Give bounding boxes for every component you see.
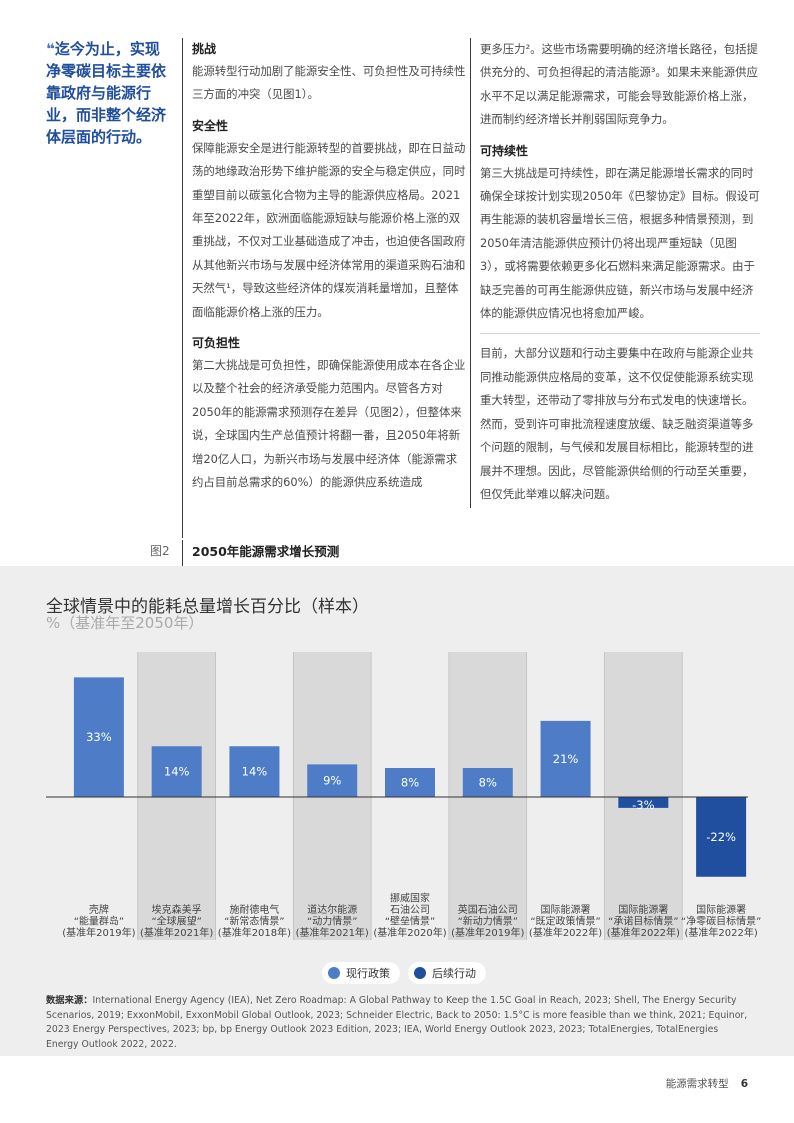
heading-security: 安全性 [192,118,229,133]
data-sources: 数据来源：International Energy Agency (IEA), … [46,994,748,1052]
figure-header: 图2 2050年能源需求增长预测 [0,540,794,566]
category-label: 国际能源署 [618,903,668,916]
bar-value-label: 9% [323,774,341,788]
paragraph-affordability: 第二大挑战是可负担性，即确保能源使用成本在各企业以及整个社会的经济承受能力范围内… [192,358,466,490]
page-footer: 能源需求转型 6 [666,1076,748,1091]
category-label: (基准年2019年) [451,926,524,939]
bar-value-label: 14% [164,765,190,779]
bar [540,720,591,797]
category-label: 挪威国家 [390,892,430,905]
category-label: 道达尔能源 [307,903,357,916]
legend-swatch-follow [414,967,426,979]
paragraph-continued: 更多压力²。这些市场需要明确的经济增长路径，包括提供充分的、可负担得起的清洁能源… [480,42,758,127]
legend-item-follow: 后续行动 [408,962,486,984]
legend-label-current: 现行政策 [346,967,390,980]
heading-sustainability: 可持续性 [480,143,529,158]
legend-item-current: 现行政策 [322,962,400,984]
chart-title: 全球情景中的能耗总量增长百分比（样本） [46,597,369,617]
bar-value-label: 21% [553,752,579,766]
category-label: 壳牌 [89,903,109,916]
legend-label-follow: 后续行动 [432,967,476,980]
category-label: (基准年2020年) [373,926,446,939]
chart-legend: 现行政策 后续行动 [322,962,486,984]
heading-challenge: 挑战 [192,42,217,56]
category-label: “能量群岛” [74,915,124,928]
divider [480,333,760,335]
category-label: 国际能源署 [541,903,591,916]
bar-value-label: -3% [632,798,654,812]
category-label: 施耐德电气 [229,903,279,916]
bar-value-label: -22% [706,830,736,844]
category-label: (基准年2022年) [607,926,680,939]
figure-label: 图2 [150,544,170,558]
text-column-left: 挑战 能源转型行动加剧了能源安全性、可负担性及可持续性三方面的冲突（见图1）。 … [182,38,468,538]
category-label: “承诺目标情景” [608,915,678,928]
bar [307,764,358,797]
paragraph-security: 保障能源安全是进行能源转型的首要挑战，即在日益动荡的地缘政治形势下维护能源的安全… [192,140,466,319]
pull-quote: ❝迄今为止，实现净零碳目标主要依靠政府与能源行业，而非整个经济体层面的行动。 [46,38,174,148]
text-column-right: 更多压力²。这些市场需要明确的经济增长路径，包括提供充分的、可负担得起的清洁能源… [470,38,760,508]
bar-chart: 33%14% 14%9% 8% 8%21%-3%-22%壳牌“能量群岛”(基准年201… [46,652,761,940]
bar [462,768,513,797]
category-label: “既定政策情景” [530,915,600,928]
bar-value-label: 33% [86,730,112,744]
paragraph-intro: 能源转型行动加剧了能源安全性、可负担性及可持续性三方面的冲突（见图1）。 [192,64,466,102]
pull-quote-text: 迄今为止，实现净零碳目标主要依靠政府与能源行业，而非整个经济体层面的行动。 [46,40,167,146]
category-label: “新动力情景” [458,915,518,928]
category-label: “新常态情景” [224,915,284,928]
heading-affordability: 可负担性 [192,336,241,351]
category-label: (基准年2022年) [529,926,602,939]
paragraph-sustainability: 第三大挑战是可持续性，即在满足能源增长需求的同时确保全球按计划实现2050年《巴… [480,165,760,321]
figure-title: 2050年能源需求增长预测 [192,544,340,559]
legend-swatch-current [328,967,340,979]
category-label: 埃克森美孚 [152,903,202,916]
sources-label: 数据来源： [46,995,93,1006]
category-label: (基准年2022年) [684,926,757,939]
bar [385,768,435,797]
paragraph-current-status: 目前，大部分议题和行动主要集中在政府与能源企业共同推动能源供应格局的变革，这不仅… [480,346,754,501]
bar [73,677,124,797]
quote-mark-icon: ❝ [46,40,55,58]
chart-subtitle: %（基准年至2050年） [46,614,204,632]
category-label: “动力情景” [307,915,357,928]
sources-text: International Energy Agency (IEA), Net Z… [46,995,748,1050]
category-label: (基准年2021年) [296,926,369,939]
bar [229,746,280,797]
figure-divider [182,540,183,566]
category-label: 石油公司 [390,903,430,916]
category-label: 英国石油公司 [458,903,518,916]
category-label: (基准年2018年) [218,926,291,939]
category-label: “壁垒情景” [385,915,435,928]
bar [151,746,202,797]
bar-value-label: 14% [242,765,268,779]
bar [618,797,669,808]
bar [696,797,747,877]
category-label: “全球展望” [151,915,201,928]
category-label: 国际能源署 [696,903,746,916]
bar-value-label: 8% [479,776,497,790]
category-label: (基准年2021年) [140,926,213,939]
page-number: 6 [740,1078,748,1090]
category-panel [604,652,683,940]
category-label: (基准年2019年) [62,926,135,939]
footer-section: 能源需求转型 [665,1078,729,1090]
chart-panel: 全球情景中的能耗总量增长百分比（样本） %（基准年至2050年） 33% 14% 1… [0,566,794,1056]
bar-value-label: 8% [401,776,419,790]
category-label: “净零碳目标情景” [681,915,761,928]
